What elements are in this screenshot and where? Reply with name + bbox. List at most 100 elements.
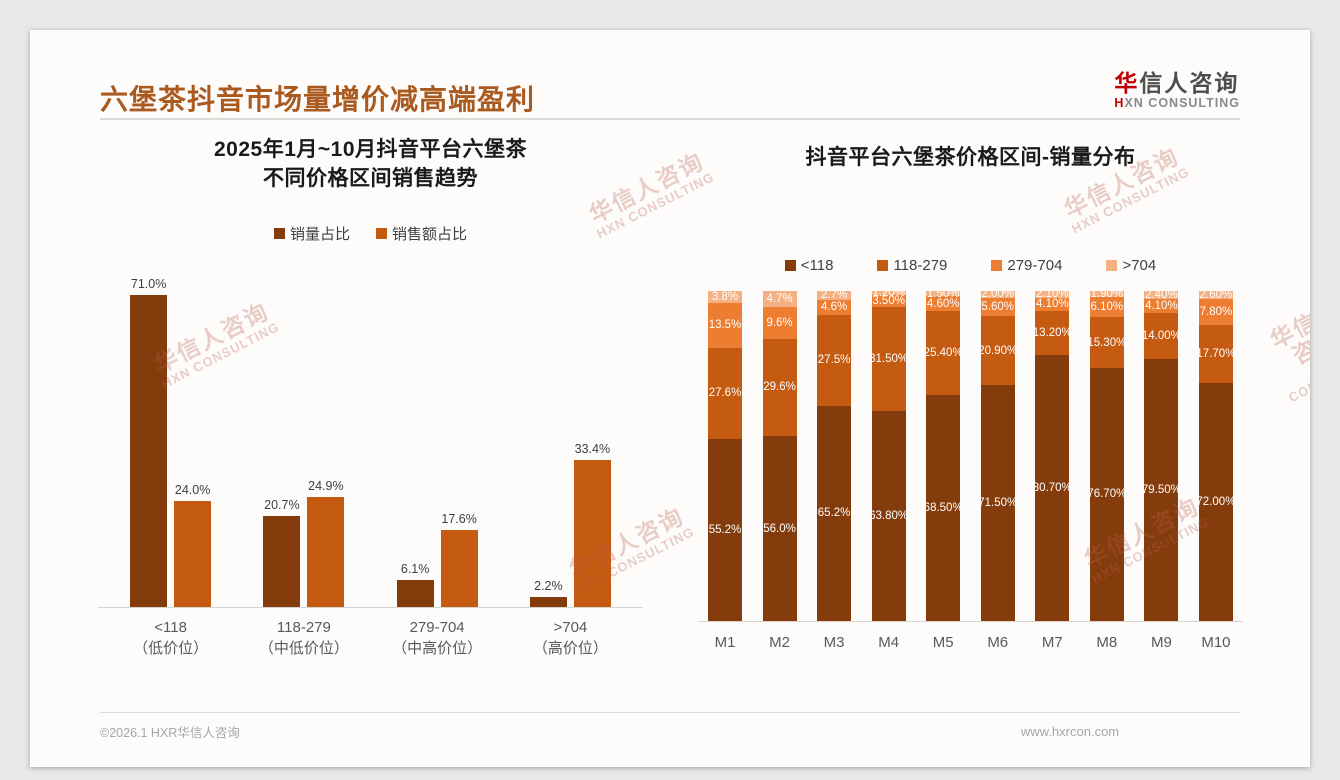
- logo-rest-chars: 信人咨询: [1139, 70, 1240, 96]
- legend-label: 279-704: [1007, 256, 1063, 274]
- month-label: M10: [1201, 634, 1231, 651]
- segment-label: 2.10%: [1035, 288, 1069, 301]
- stacked-segment: 5.60%: [980, 297, 1015, 317]
- segment-label: 1.20%: [872, 287, 905, 300]
- bar-wrap: 24.0%: [174, 483, 212, 607]
- segment-label: 1.50%: [926, 287, 960, 300]
- legend-swatch: [991, 259, 1003, 271]
- bar-value-label: 24.9%: [308, 479, 344, 494]
- stacked-bar: 65.2% 27.5% 4.6% 2.7%: [817, 289, 852, 621]
- stacked-bar: 80.70% 13.20% 4.10% 2.10%: [1032, 288, 1072, 621]
- stacked-segment: 4.60%: [926, 296, 961, 312]
- segment-label: 29.6%: [763, 381, 796, 394]
- bar-value-label: 6.1%: [400, 562, 430, 577]
- legend-label: >704: [1122, 256, 1157, 274]
- right-chart-legend: <118 118-279 279-704 >704: [698, 255, 1243, 275]
- category-label: 279-704 （中高价位）: [392, 619, 483, 657]
- legend-item: 279-704: [991, 257, 1062, 274]
- stacked-segment: 63.80%: [869, 410, 908, 621]
- stacked-bar: 72.00% 17.70% 7.80% 2.60%: [1196, 289, 1236, 621]
- segment-label: 13.20%: [1032, 326, 1072, 339]
- left-chart-panel: 2025年1月~10月抖音平台六堡茶 不同价格区间销售趋势 销量占比 销售额占比 …: [98, 135, 643, 659]
- stacked-segment: 3.8%: [708, 290, 742, 304]
- segment-label: 17.70%: [1196, 348, 1236, 361]
- legend-item: <118: [784, 257, 833, 274]
- stacked-segment: 68.50%: [924, 395, 963, 621]
- stacked-segment: 71.50%: [978, 385, 1017, 621]
- stacked-segment: 2.7%: [817, 289, 852, 302]
- stacked-segment: 29.6%: [762, 338, 797, 437]
- left-chart-legend: 销量占比 销售额占比: [98, 223, 643, 243]
- segment-label: 15.30%: [1087, 336, 1127, 349]
- stacked-segment: 9.6%: [762, 306, 797, 339]
- segment-label: 2.00%: [981, 288, 1015, 301]
- bar-group: 71.0% 24.0%: [130, 277, 212, 607]
- logo-en-rest: XN CONSULTING: [1124, 96, 1240, 110]
- stacked-bar: 76.70% 15.30% 6.10% 1.90%: [1087, 288, 1127, 621]
- header-divider: [100, 118, 1240, 120]
- bar-group: 2.2% 33.4%: [529, 442, 611, 607]
- stacked-segment: 25.40%: [923, 311, 963, 395]
- legend-label: 118-279: [893, 256, 948, 274]
- stacked-bar-chart: 55.2% 27.6% 13.5% 3.8% 56.0% 29.6% 9.6% 4.7% 65.…: [698, 287, 1243, 622]
- left-chart-category-axis: <118 （低价位） 118-279 （中低价位） 279-704 （中高价位） >7…: [98, 617, 643, 659]
- stacked-segment: 3.50%: [871, 295, 906, 307]
- stacked-segment: 2.60%: [1198, 289, 1233, 302]
- slide: 六堡茶抖音市场量增价减高端盈利 华信人咨询 HXN CONSULTING 202…: [30, 30, 1310, 767]
- segment-label: 72.00%: [1196, 496, 1236, 509]
- month-label: M6: [987, 634, 1009, 651]
- footer-website: www.hxrcon.com: [1020, 724, 1120, 739]
- right-chart-title: 抖音平台六堡茶价格区间-销量分布: [805, 146, 1136, 169]
- stacked-segment: 17.70%: [1196, 325, 1236, 384]
- legend-swatch: [877, 259, 889, 271]
- segment-label: 2.7%: [820, 289, 848, 302]
- segment-label: 3.8%: [711, 290, 739, 303]
- bar: [396, 580, 434, 607]
- segment-label: 25.40%: [923, 347, 963, 360]
- stacked-segment: 4.7%: [762, 291, 797, 307]
- legend-swatch: [784, 259, 796, 271]
- segment-label: 4.6%: [820, 301, 848, 314]
- segment-label: 1.90%: [1090, 288, 1124, 301]
- bar-group: 6.1% 17.6%: [396, 512, 478, 607]
- legend-label: 销量占比: [289, 225, 350, 243]
- segment-label: 20.90%: [978, 344, 1018, 357]
- stacked-segment: 4.10%: [1144, 299, 1179, 313]
- stacked-segment: 27.5%: [817, 315, 852, 406]
- segment-label: 4.10%: [1145, 299, 1178, 312]
- bar-wrap: 71.0%: [130, 277, 168, 607]
- slide-header: 六堡茶抖音市场量增价减高端盈利 华信人咨询 HXN CONSULTING: [100, 68, 1240, 126]
- stacked-segment: 14.00%: [1142, 312, 1181, 359]
- logo-english: HXN CONSULTING: [1114, 96, 1240, 110]
- month-label: M3: [823, 634, 845, 651]
- stacked-bar: 71.50% 20.90% 5.60% 2.00%: [978, 288, 1018, 621]
- company-logo: 华信人咨询 HXN CONSULTING: [1114, 70, 1240, 110]
- bar: [573, 460, 611, 607]
- right-chart-category-axis: M1 M2 M3 M4 M5 M6 M7 M8 M9 M10: [698, 634, 1243, 651]
- bar-wrap: 6.1%: [396, 562, 434, 607]
- segment-label: 2.60%: [1199, 289, 1233, 302]
- bar-wrap: 24.9%: [307, 479, 345, 607]
- category-label: 118-279 （中低价位）: [258, 619, 349, 657]
- segment-label: 9.6%: [766, 316, 793, 329]
- stacked-bar: 55.2% 27.6% 13.5% 3.8%: [708, 290, 742, 621]
- stacked-segment: 65.2%: [817, 405, 852, 621]
- segment-label: 55.2%: [708, 523, 742, 536]
- stacked-segment: 1.90%: [1089, 288, 1124, 301]
- watermark-line2: HXN CONSULTING: [1286, 348, 1310, 406]
- legend-swatch: [273, 227, 285, 239]
- legend-swatch: [376, 227, 387, 239]
- page-title: 六堡茶抖音市场量增价减高端盈利: [100, 84, 536, 115]
- stacked-segment: 80.70%: [1033, 354, 1072, 621]
- right-chart-panel: 抖音平台六堡茶价格区间-销量分布 <118 118-279 279-704 >704 …: [698, 135, 1243, 651]
- stacked-segment: 13.5%: [708, 303, 742, 348]
- segment-label: 27.6%: [708, 387, 742, 400]
- month-label: M8: [1096, 634, 1118, 651]
- stacked-segment: 6.10%: [1089, 297, 1124, 318]
- bar-wrap: 17.6%: [440, 512, 478, 607]
- bar: [440, 529, 478, 607]
- legend-item: 118-279: [877, 257, 947, 274]
- segment-label: 4.7%: [766, 293, 793, 306]
- stacked-segment: 76.70%: [1087, 367, 1126, 621]
- left-chart-title: 2025年1月~10月抖音平台六堡茶 不同价格区间销售趋势: [213, 138, 528, 190]
